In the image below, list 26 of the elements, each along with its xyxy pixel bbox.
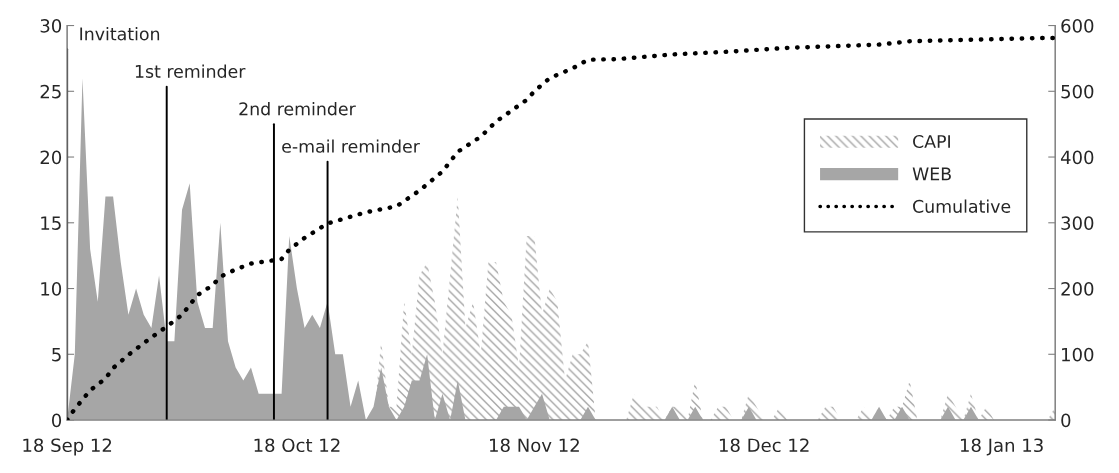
y-tick-label: 20 <box>40 150 62 165</box>
ref-line-label: Invitation <box>80 27 160 41</box>
ref-line-label: e-mail reminder <box>282 139 420 153</box>
y-tick-label: 15 <box>41 216 61 230</box>
x-tick-label: 18 Nov 12 <box>490 438 579 453</box>
y-tick-label: 30 <box>40 19 62 33</box>
y-tick-label: 5 <box>52 347 61 362</box>
ref-line-label: 2nd reminder <box>239 101 356 116</box>
x-tick-label: 18 Jan 13 <box>960 438 1043 456</box>
y2-tick-label: 400 <box>1060 150 1094 165</box>
y-tick-label: 0 <box>51 413 62 428</box>
y2-tick-label: 0 <box>1061 413 1071 428</box>
x-tick-label: 18 Sep 12 <box>23 438 112 456</box>
y-tick-label: 25 <box>40 84 61 99</box>
ref-line-label: 1st reminder <box>135 64 246 78</box>
y2-tick-label: 300 <box>1061 216 1094 230</box>
y2-tick-label: 200 <box>1061 281 1094 296</box>
y-tick-label: 10 <box>41 281 62 296</box>
y2-tick-label: 500 <box>1061 84 1094 99</box>
y2-tick-label: 100 <box>1062 347 1094 362</box>
y2-tick-label: 600 <box>1061 19 1094 33</box>
x-tick-label: 18 Dec 12 <box>719 438 809 453</box>
legend-label: WEB <box>912 167 951 181</box>
legend-label: CAPI <box>913 134 950 149</box>
legend-label: Cumulative <box>913 199 1011 213</box>
x-tick-label: 18 Oct 12 <box>254 438 340 453</box>
